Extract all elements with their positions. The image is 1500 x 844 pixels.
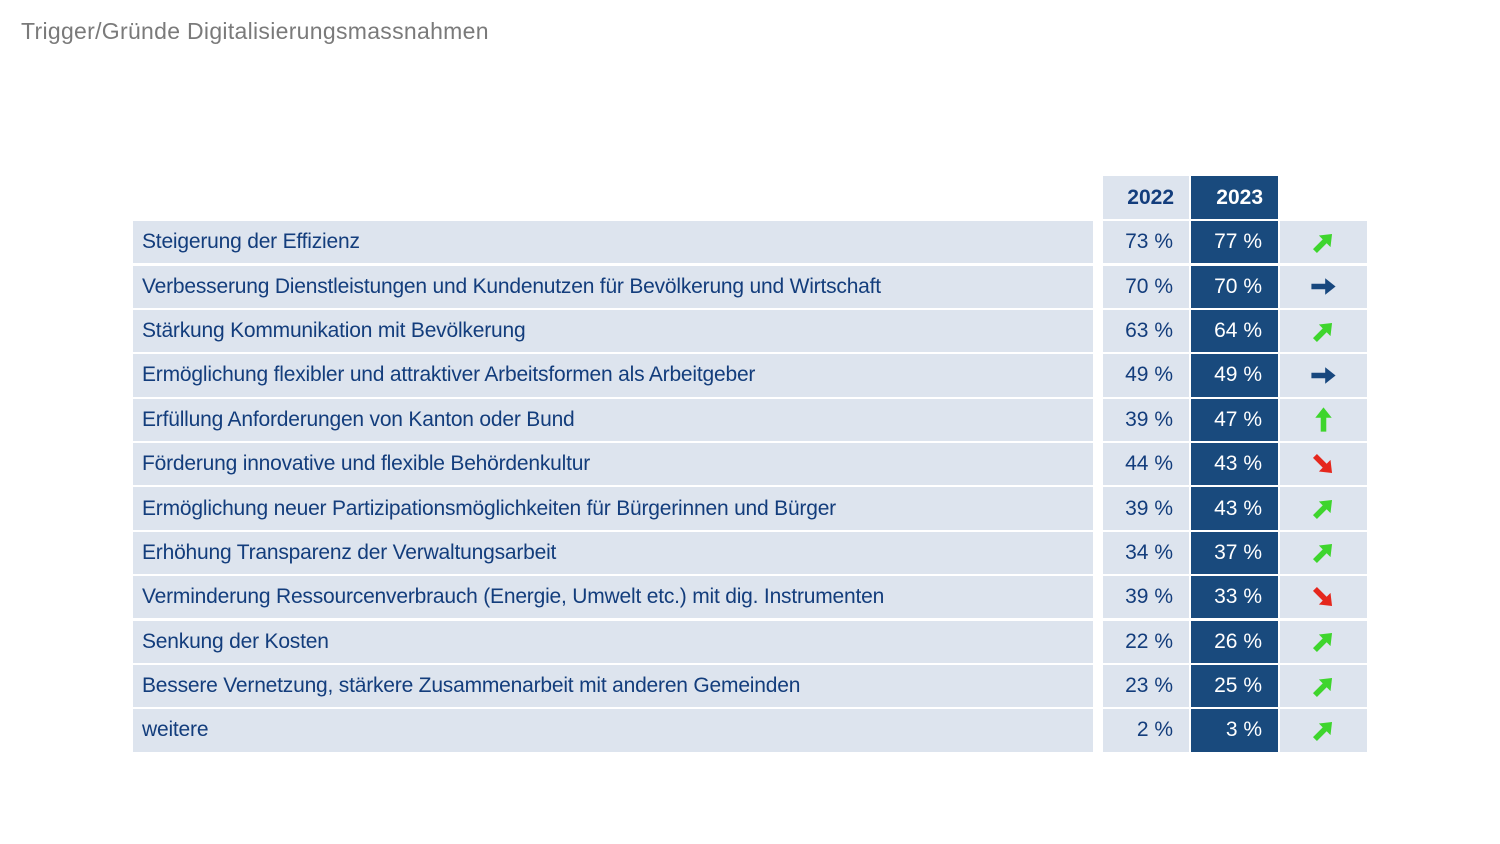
table-rows: Steigerung der Effizienz 73 % 77 % Verbesse… bbox=[133, 221, 1367, 752]
trend-up-right-icon bbox=[1312, 499, 1333, 520]
row-label: Bessere Vernetzung, stärkere Zusammenarb… bbox=[133, 664, 1093, 708]
column-header-2022: 2022 bbox=[1103, 176, 1189, 219]
trend-cell bbox=[1280, 265, 1367, 308]
value-2022: 63 % bbox=[1103, 309, 1189, 353]
table-row: Steigerung der Effizienz 73 % 77 % bbox=[133, 221, 1367, 264]
column-header-2023: 2023 bbox=[1191, 176, 1278, 219]
value-2022: 2 % bbox=[1103, 709, 1189, 752]
table-row: Bessere Vernetzung, stärkere Zusammenarb… bbox=[133, 664, 1367, 708]
trend-down-right-icon bbox=[1312, 453, 1333, 473]
row-label: Ermöglichung neuer Partizipationsmöglich… bbox=[133, 487, 1093, 530]
table-row: Ermöglichung flexibler und attraktiver A… bbox=[133, 354, 1367, 397]
trend-right-icon bbox=[1311, 278, 1336, 295]
row-label: Verbesserung Dienstleistungen und Kunden… bbox=[133, 265, 1093, 308]
row-label: Erfüllung Anforderungen von Kanton oder … bbox=[133, 398, 1093, 441]
trend-down-right-icon bbox=[1312, 586, 1333, 606]
col-gap bbox=[1093, 399, 1103, 441]
value-2022: 70 % bbox=[1103, 265, 1189, 308]
col-gap bbox=[1093, 443, 1103, 485]
row-label: Senkung der Kosten bbox=[133, 620, 1093, 663]
row-label: Steigerung der Effizienz bbox=[133, 221, 1093, 264]
table-row: Senkung der Kosten 22 % 26 % bbox=[133, 620, 1367, 663]
trend-cell bbox=[1280, 354, 1367, 397]
row-label: Ermöglichung flexibler und attraktiver A… bbox=[133, 354, 1093, 397]
value-2022: 39 % bbox=[1103, 576, 1189, 619]
trend-cell bbox=[1280, 709, 1367, 752]
value-2023: 70 % bbox=[1191, 265, 1278, 308]
col-gap bbox=[1093, 487, 1103, 529]
value-2023: 49 % bbox=[1191, 354, 1278, 397]
table-row: Förderung innovative und flexible Behörd… bbox=[133, 443, 1367, 486]
col-gap bbox=[1093, 266, 1103, 308]
trend-cell bbox=[1280, 443, 1367, 486]
table-header-row: 2022 2023 bbox=[133, 176, 1367, 219]
col-gap bbox=[1093, 354, 1103, 396]
row-label: Erhöhung Transparenz der Verwaltungsarbe… bbox=[133, 531, 1093, 574]
trend-cell bbox=[1280, 620, 1367, 663]
trend-cell bbox=[1280, 576, 1367, 619]
page-title: Trigger/Gründe Digitalisierungsmassnahme… bbox=[21, 18, 489, 44]
trend-cell bbox=[1280, 398, 1367, 441]
value-2022: 39 % bbox=[1103, 398, 1189, 441]
table-row: Erfüllung Anforderungen von Kanton oder … bbox=[133, 398, 1367, 441]
table-row: Stärkung Kommunikation mit Bevölkerung 63… bbox=[133, 309, 1367, 353]
trend-up-right-icon bbox=[1312, 633, 1333, 653]
value-2023: 43 % bbox=[1191, 443, 1278, 486]
col-gap bbox=[1093, 665, 1103, 707]
table-row: weitere 2 % 3 % bbox=[133, 709, 1367, 752]
table-row: Verminderung Ressourcenverbrauch (Energi… bbox=[133, 576, 1367, 619]
value-2022: 23 % bbox=[1103, 664, 1189, 708]
row-label: Förderung innovative und flexible Behörd… bbox=[133, 443, 1093, 486]
table-row: Erhöhung Transparenz der Verwaltungsarbe… bbox=[133, 531, 1367, 574]
value-2023: 37 % bbox=[1191, 531, 1278, 574]
value-2023: 33 % bbox=[1191, 576, 1278, 619]
trend-cell bbox=[1280, 664, 1367, 708]
trend-up-right-icon bbox=[1312, 544, 1333, 564]
header-arrow-spacer bbox=[1280, 176, 1367, 219]
col-gap bbox=[1093, 576, 1103, 618]
trend-cell bbox=[1280, 221, 1367, 264]
trend-right-icon bbox=[1311, 367, 1336, 384]
value-2023: 43 % bbox=[1191, 487, 1278, 530]
col-gap bbox=[1093, 621, 1103, 663]
trend-up-right-icon bbox=[1312, 322, 1333, 342]
trend-up-right-icon bbox=[1312, 721, 1333, 741]
trend-up-right-icon bbox=[1312, 233, 1333, 253]
value-2022: 34 % bbox=[1103, 531, 1189, 574]
col-gap bbox=[1093, 221, 1103, 263]
value-2023: 77 % bbox=[1191, 221, 1278, 264]
trend-cell bbox=[1280, 487, 1367, 530]
row-label: Verminderung Ressourcenverbrauch (Energi… bbox=[133, 576, 1093, 619]
header-spacer bbox=[133, 176, 1093, 219]
value-2023: 26 % bbox=[1191, 620, 1278, 663]
value-2023: 25 % bbox=[1191, 664, 1278, 708]
value-2022: 73 % bbox=[1103, 221, 1189, 264]
value-2023: 64 % bbox=[1191, 309, 1278, 353]
col-gap bbox=[1093, 709, 1103, 751]
value-2022: 49 % bbox=[1103, 354, 1189, 397]
value-2022: 44 % bbox=[1103, 443, 1189, 486]
trend-up-right-icon bbox=[1312, 677, 1333, 697]
trend-cell bbox=[1280, 531, 1367, 574]
value-2022: 22 % bbox=[1103, 620, 1189, 663]
trend-cell bbox=[1280, 309, 1367, 353]
trigger-table: 2022 2023 Steigerung der Effizienz 73 % 77… bbox=[133, 176, 1367, 752]
table-row: Verbesserung Dienstleistungen und Kunden… bbox=[133, 265, 1367, 308]
value-2022: 39 % bbox=[1103, 487, 1189, 530]
value-2023: 47 % bbox=[1191, 398, 1278, 441]
table-row: Ermöglichung neuer Partizipationsmöglich… bbox=[133, 487, 1367, 530]
value-2023: 3 % bbox=[1191, 709, 1278, 752]
row-label: weitere bbox=[133, 709, 1093, 752]
col-gap bbox=[1093, 532, 1103, 574]
row-label: Stärkung Kommunikation mit Bevölkerung bbox=[133, 309, 1093, 353]
trend-up-icon bbox=[1315, 407, 1332, 432]
col-gap bbox=[1093, 310, 1103, 352]
